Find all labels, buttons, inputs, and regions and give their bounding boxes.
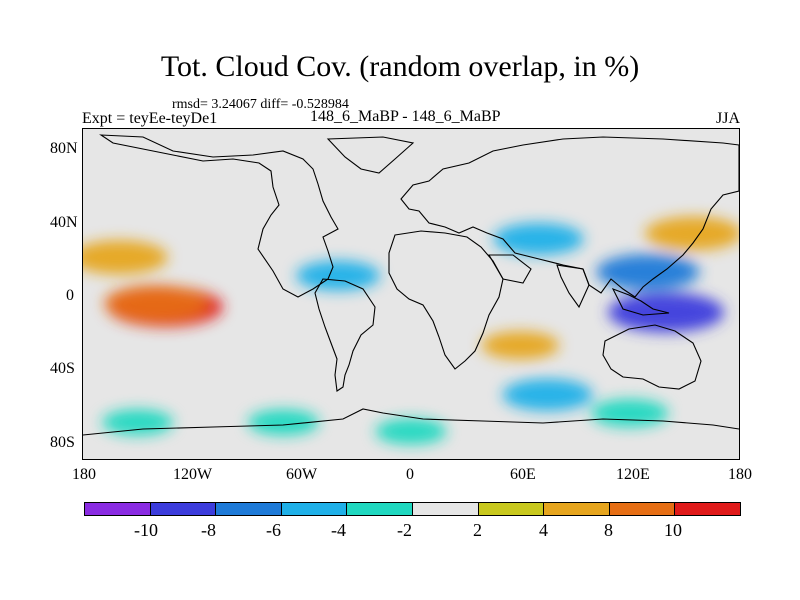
coastline-greenland [326, 136, 415, 174]
colorbar-segment [608, 502, 676, 516]
anomaly-blob [102, 409, 174, 436]
colorbar-segment [84, 502, 151, 516]
colorbar-segment [543, 502, 610, 516]
anomaly-blob [481, 331, 560, 360]
coastline-india [556, 264, 590, 309]
x-tick-label: 0 [406, 466, 414, 483]
x-tick-label: 180 [72, 466, 96, 483]
colorbar-label: -4 [331, 520, 346, 540]
colorbar-segment [149, 502, 217, 516]
colorbar-label: 4 [539, 520, 548, 540]
y-tick-label: 80S [50, 434, 75, 451]
coastline-indonesia [611, 287, 670, 316]
colorbar-label: -6 [266, 520, 281, 540]
coastline-outlines [83, 134, 739, 436]
colorbar-label: -10 [134, 520, 158, 540]
coastline-australia [602, 324, 702, 390]
map-canvas [83, 129, 739, 459]
colorbar-label: 2 [473, 520, 482, 540]
coastline-south-america [314, 278, 376, 392]
map-panel [82, 128, 740, 460]
stats-text: rmsd= 3.24067 diff= -0.528984 [172, 97, 349, 112]
colorbar-segment [280, 502, 348, 516]
anomaly-blob [596, 254, 700, 290]
y-tick-label: 80N [50, 140, 78, 157]
anomaly-blob [296, 260, 381, 291]
x-tick-label: 120E [616, 466, 650, 483]
y-tick-label: 40N [50, 214, 78, 231]
anomaly-blob [590, 399, 669, 428]
colorbar-label: 10 [664, 520, 682, 540]
plot-title: Tot. Cloud Cov. (random overlap, in %) [160, 50, 640, 83]
y-tick-label: 40S [50, 360, 75, 377]
x-tick-label: 180 [728, 466, 752, 483]
coastline-arabia [488, 254, 532, 284]
colorbar-label: -2 [397, 520, 412, 540]
anomaly-blob [493, 223, 584, 255]
y-tick-label: 0 [66, 287, 74, 304]
coastline-north-america [99, 134, 339, 298]
coastline-eurasia [400, 136, 739, 298]
anomaly-blob [83, 240, 168, 275]
anomaly-blob [247, 409, 320, 436]
anomaly-blob [104, 285, 208, 322]
season-label: JJA [716, 110, 741, 127]
colorbar-segment [215, 502, 282, 516]
colorbar [84, 502, 741, 516]
colorbar-segment [412, 502, 479, 516]
colorbar-segment [477, 502, 545, 516]
x-tick-label: 60E [510, 466, 536, 483]
colorbar-label: -8 [201, 520, 216, 540]
anomaly-blob [645, 216, 739, 251]
colorbar-segment [674, 502, 741, 516]
colorbar-label: 8 [604, 520, 613, 540]
x-tick-label: 120W [173, 466, 213, 483]
x-tick-label: 60W [286, 466, 318, 483]
anomaly-blob [375, 418, 447, 445]
colorbar-segment [346, 502, 413, 516]
period-label: 148_6_MaBP - 148_6_MaBP [310, 108, 501, 125]
anomaly-blob [502, 378, 593, 411]
experiment-label: Expt = teyEe-teyDe1 [82, 110, 218, 127]
coastline-antarctica [83, 408, 739, 436]
coastline-africa [388, 230, 504, 370]
